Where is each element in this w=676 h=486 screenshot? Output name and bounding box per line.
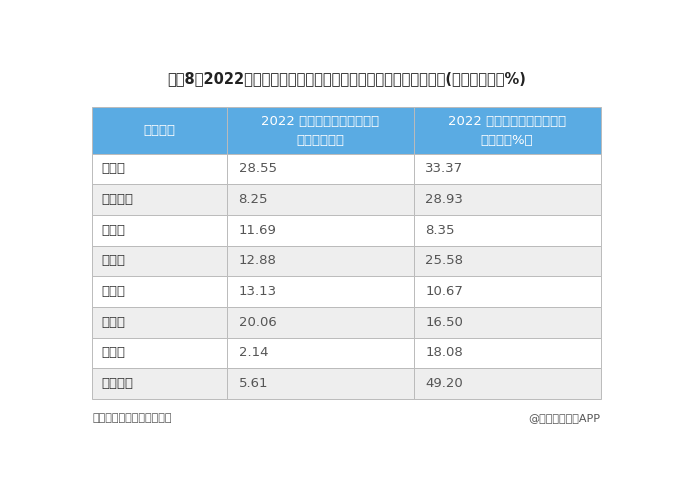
Text: 25.58: 25.58 <box>425 255 463 267</box>
Text: 33.37: 33.37 <box>425 162 464 175</box>
Text: 49.20: 49.20 <box>425 377 463 390</box>
Text: 11.69: 11.69 <box>239 224 276 237</box>
Bar <box>227 368 414 399</box>
Text: 8.35: 8.35 <box>425 224 455 237</box>
Bar <box>93 368 227 399</box>
Bar <box>414 184 600 215</box>
Bar <box>414 338 600 368</box>
Text: 13.13: 13.13 <box>239 285 276 298</box>
Bar <box>414 154 600 184</box>
Text: 2022 年工业机器人相关业务: 2022 年工业机器人相关业务 <box>262 115 379 128</box>
Bar <box>414 276 600 307</box>
Text: 华中数控: 华中数控 <box>102 193 134 206</box>
Bar <box>93 184 227 215</box>
Bar <box>93 338 227 368</box>
Bar <box>227 307 414 338</box>
Bar <box>93 215 227 245</box>
Text: 16.50: 16.50 <box>425 316 463 329</box>
Bar <box>227 184 414 215</box>
Bar <box>93 107 227 154</box>
Text: 新时达: 新时达 <box>102 316 126 329</box>
Text: 毛利率（%）: 毛利率（%） <box>481 134 533 147</box>
Bar <box>93 276 227 307</box>
Bar <box>227 338 414 368</box>
Text: 凯尔达: 凯尔达 <box>102 347 126 359</box>
Bar <box>414 107 600 154</box>
Bar <box>414 245 600 276</box>
Text: 公司名称: 公司名称 <box>144 124 176 137</box>
Text: 收入（亿元）: 收入（亿元） <box>296 134 344 147</box>
Bar <box>93 307 227 338</box>
Text: 汇川技术: 汇川技术 <box>102 377 134 390</box>
Text: 28.55: 28.55 <box>239 162 276 175</box>
Bar <box>414 307 600 338</box>
Text: 20.06: 20.06 <box>239 316 276 329</box>
Text: 18.08: 18.08 <box>425 347 463 359</box>
Bar <box>227 154 414 184</box>
Bar <box>227 245 414 276</box>
Bar <box>414 368 600 399</box>
Bar <box>227 107 414 154</box>
Text: 埃斯顿: 埃斯顿 <box>102 162 126 175</box>
Bar <box>414 215 600 245</box>
Text: 资料来源：前瞻产业研究院: 资料来源：前瞻产业研究院 <box>93 413 172 423</box>
Text: 5.61: 5.61 <box>239 377 268 390</box>
Text: 8.25: 8.25 <box>239 193 268 206</box>
Bar <box>93 245 227 276</box>
Bar <box>227 215 414 245</box>
Bar <box>93 154 227 184</box>
Text: 2022 年工业机器人相关业务: 2022 年工业机器人相关业务 <box>448 115 566 128</box>
Text: 图表8：2022年中国工业机器人行业代表性上市公司业务业绩情况(单位：亿元，%): 图表8：2022年中国工业机器人行业代表性上市公司业务业绩情况(单位：亿元，%) <box>167 71 526 87</box>
Text: @前瞻经济学人APP: @前瞻经济学人APP <box>529 413 600 423</box>
Bar <box>227 276 414 307</box>
Text: 机器人: 机器人 <box>102 224 126 237</box>
Text: 2.14: 2.14 <box>239 347 268 359</box>
Text: 拓斯达: 拓斯达 <box>102 255 126 267</box>
Text: 28.93: 28.93 <box>425 193 463 206</box>
Text: 10.67: 10.67 <box>425 285 463 298</box>
Text: 埃夫特: 埃夫特 <box>102 285 126 298</box>
Text: 12.88: 12.88 <box>239 255 276 267</box>
